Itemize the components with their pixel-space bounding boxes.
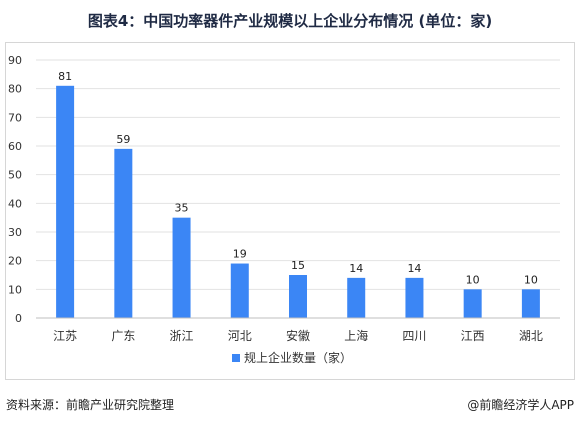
x-category-label: 广东 bbox=[111, 329, 135, 343]
x-category-label: 江苏 bbox=[53, 329, 77, 343]
data-label: 81 bbox=[58, 70, 72, 83]
y-tick-label: 40 bbox=[8, 197, 22, 210]
data-label: 19 bbox=[233, 248, 247, 261]
data-label: 59 bbox=[116, 133, 130, 146]
source-note: 资料来源：前瞻产业研究院整理 bbox=[6, 398, 175, 412]
y-tick-label: 50 bbox=[8, 169, 22, 182]
data-label: 14 bbox=[407, 262, 421, 275]
x-axis-categories: 江苏 广东 浙江 河北 安徽 上海 四川 江西 湖北 bbox=[53, 328, 543, 343]
y-tick-label: 20 bbox=[8, 255, 22, 268]
y-tick-label: 60 bbox=[8, 140, 22, 153]
bar bbox=[114, 148, 133, 318]
x-category-label: 河北 bbox=[228, 329, 252, 343]
data-label: 10 bbox=[524, 273, 538, 286]
x-category-label: 安徽 bbox=[286, 328, 310, 343]
legend-swatch bbox=[232, 354, 240, 362]
chart-title: 图表4：中国功率器件产业规模以上企业分布情况 (单位：家) bbox=[87, 12, 493, 30]
y-axis-ticks: 0 10 20 30 40 50 60 70 80 90 bbox=[8, 54, 22, 325]
bar bbox=[347, 277, 366, 318]
x-category-label: 浙江 bbox=[170, 329, 194, 343]
bar bbox=[405, 277, 424, 318]
data-label: 35 bbox=[175, 202, 189, 215]
data-label: 14 bbox=[349, 262, 363, 275]
legend-label: 规上企业数量（家） bbox=[244, 350, 352, 365]
bar bbox=[172, 217, 191, 318]
y-tick-label: 10 bbox=[8, 283, 22, 296]
x-category-label: 湖北 bbox=[519, 328, 543, 343]
y-tick-label: 0 bbox=[15, 312, 22, 325]
y-tick-label: 90 bbox=[8, 54, 22, 67]
x-category-label: 江西 bbox=[461, 329, 485, 343]
bar bbox=[56, 85, 75, 318]
data-label: 15 bbox=[291, 259, 305, 272]
y-tick-label: 80 bbox=[8, 83, 22, 96]
bars bbox=[56, 85, 540, 318]
bar bbox=[230, 263, 249, 318]
legend: 规上企业数量（家） bbox=[232, 350, 352, 365]
credit-note: @前瞻经济学人APP bbox=[467, 398, 574, 412]
y-tick-label: 30 bbox=[8, 226, 22, 239]
bar bbox=[289, 275, 307, 318]
bar bbox=[521, 289, 540, 318]
y-tick-label: 70 bbox=[8, 111, 22, 124]
x-category-label: 上海 bbox=[344, 328, 368, 343]
data-labels: 81 59 35 19 15 14 14 10 10 bbox=[58, 70, 538, 287]
data-label: 10 bbox=[466, 273, 480, 286]
bar bbox=[463, 289, 482, 318]
x-category-label: 四川 bbox=[402, 329, 426, 343]
chart-frame bbox=[5, 42, 575, 380]
